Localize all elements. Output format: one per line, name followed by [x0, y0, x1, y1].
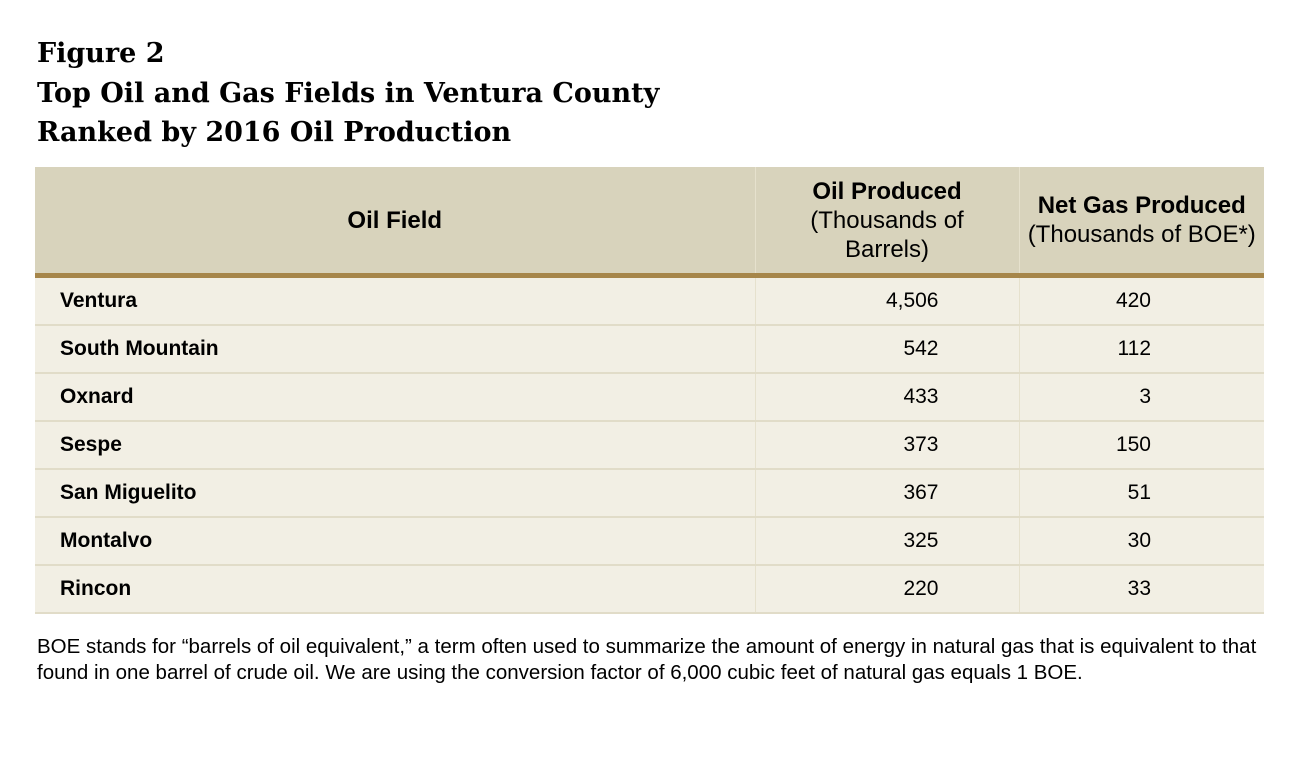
- cell-oil-produced: 367: [754, 469, 1019, 518]
- table-header: Oil Field Oil Produced (Thousands of Bar…: [35, 167, 1264, 278]
- figure-number: Figure 2: [37, 38, 165, 69]
- cell-oil-produced: 373: [754, 421, 1019, 470]
- cell-oil-produced: 433: [754, 373, 1019, 422]
- cell-field-name: South Mountain: [35, 325, 755, 374]
- oil-fields-table: Oil Field Oil Produced (Thousands of Bar…: [35, 167, 1264, 614]
- cell-oil-produced: 325: [754, 517, 1019, 566]
- cell-gas-produced: 3: [1018, 373, 1264, 422]
- cell-gas-produced: 420: [1018, 275, 1264, 326]
- cell-field-name: San Miguelito: [35, 469, 755, 518]
- table-row: Rincon 220 33: [35, 565, 1264, 614]
- cell-field-name: Montalvo: [35, 517, 755, 566]
- cell-field-name: Sespe: [35, 421, 755, 470]
- figure-title: Top Oil and Gas Fields in Ventura County: [37, 77, 660, 109]
- table-row: Ventura 4,506 420: [35, 275, 1264, 326]
- header-net-gas-produced: Net Gas Produced (Thousands of BOE*): [1018, 167, 1264, 278]
- cell-oil-produced: 220: [754, 565, 1019, 614]
- cell-field-name: Oxnard: [35, 373, 755, 422]
- cell-oil-produced: 542: [754, 325, 1019, 374]
- figure-heading: Figure 2 Top Oil and Gas Fields in Ventu…: [37, 34, 659, 153]
- header-oil-field: Oil Field: [35, 167, 755, 278]
- header-oil-produced-unit-line2: Barrels): [844, 235, 929, 263]
- table-row: South Mountain 542 112: [35, 325, 1264, 374]
- cell-oil-produced: 4,506: [754, 275, 1019, 326]
- table-row: Oxnard 433 3: [35, 373, 1264, 422]
- header-net-gas-unit: (Thousands of BOE*): [1027, 221, 1256, 248]
- footnote: BOE stands for “barrels of oil equivalen…: [37, 635, 1257, 684]
- header-oil-produced: Oil Produced (Thousands of Barrels): [754, 167, 1019, 278]
- cell-gas-produced: 150: [1018, 421, 1264, 470]
- table-row: Montalvo 325 30: [35, 517, 1264, 566]
- cell-field-name: Ventura: [35, 275, 755, 326]
- header-oil-produced-title: Oil Produced: [812, 177, 962, 205]
- table-row: San Miguelito 367 51: [35, 469, 1264, 518]
- header-net-gas-title: Net Gas Produced: [1037, 192, 1246, 219]
- figure-subtitle: Ranked by 2016 Oil Production: [37, 117, 512, 148]
- table-header-row: Oil Field Oil Produced (Thousands of Bar…: [35, 167, 1264, 278]
- oil-fields-table-container: Oil Field Oil Produced (Thousands of Bar…: [35, 167, 1264, 614]
- cell-gas-produced: 51: [1018, 469, 1264, 518]
- cell-field-name: Rincon: [35, 565, 755, 614]
- header-oil-produced-unit-line1: (Thousands of: [810, 206, 964, 234]
- cell-gas-produced: 112: [1018, 325, 1264, 374]
- cell-gas-produced: 33: [1018, 565, 1264, 614]
- table-body: Ventura 4,506 420 South Mountain 542 112…: [35, 275, 1264, 614]
- cell-gas-produced: 30: [1018, 517, 1264, 566]
- table-row: Sespe 373 150: [35, 421, 1264, 470]
